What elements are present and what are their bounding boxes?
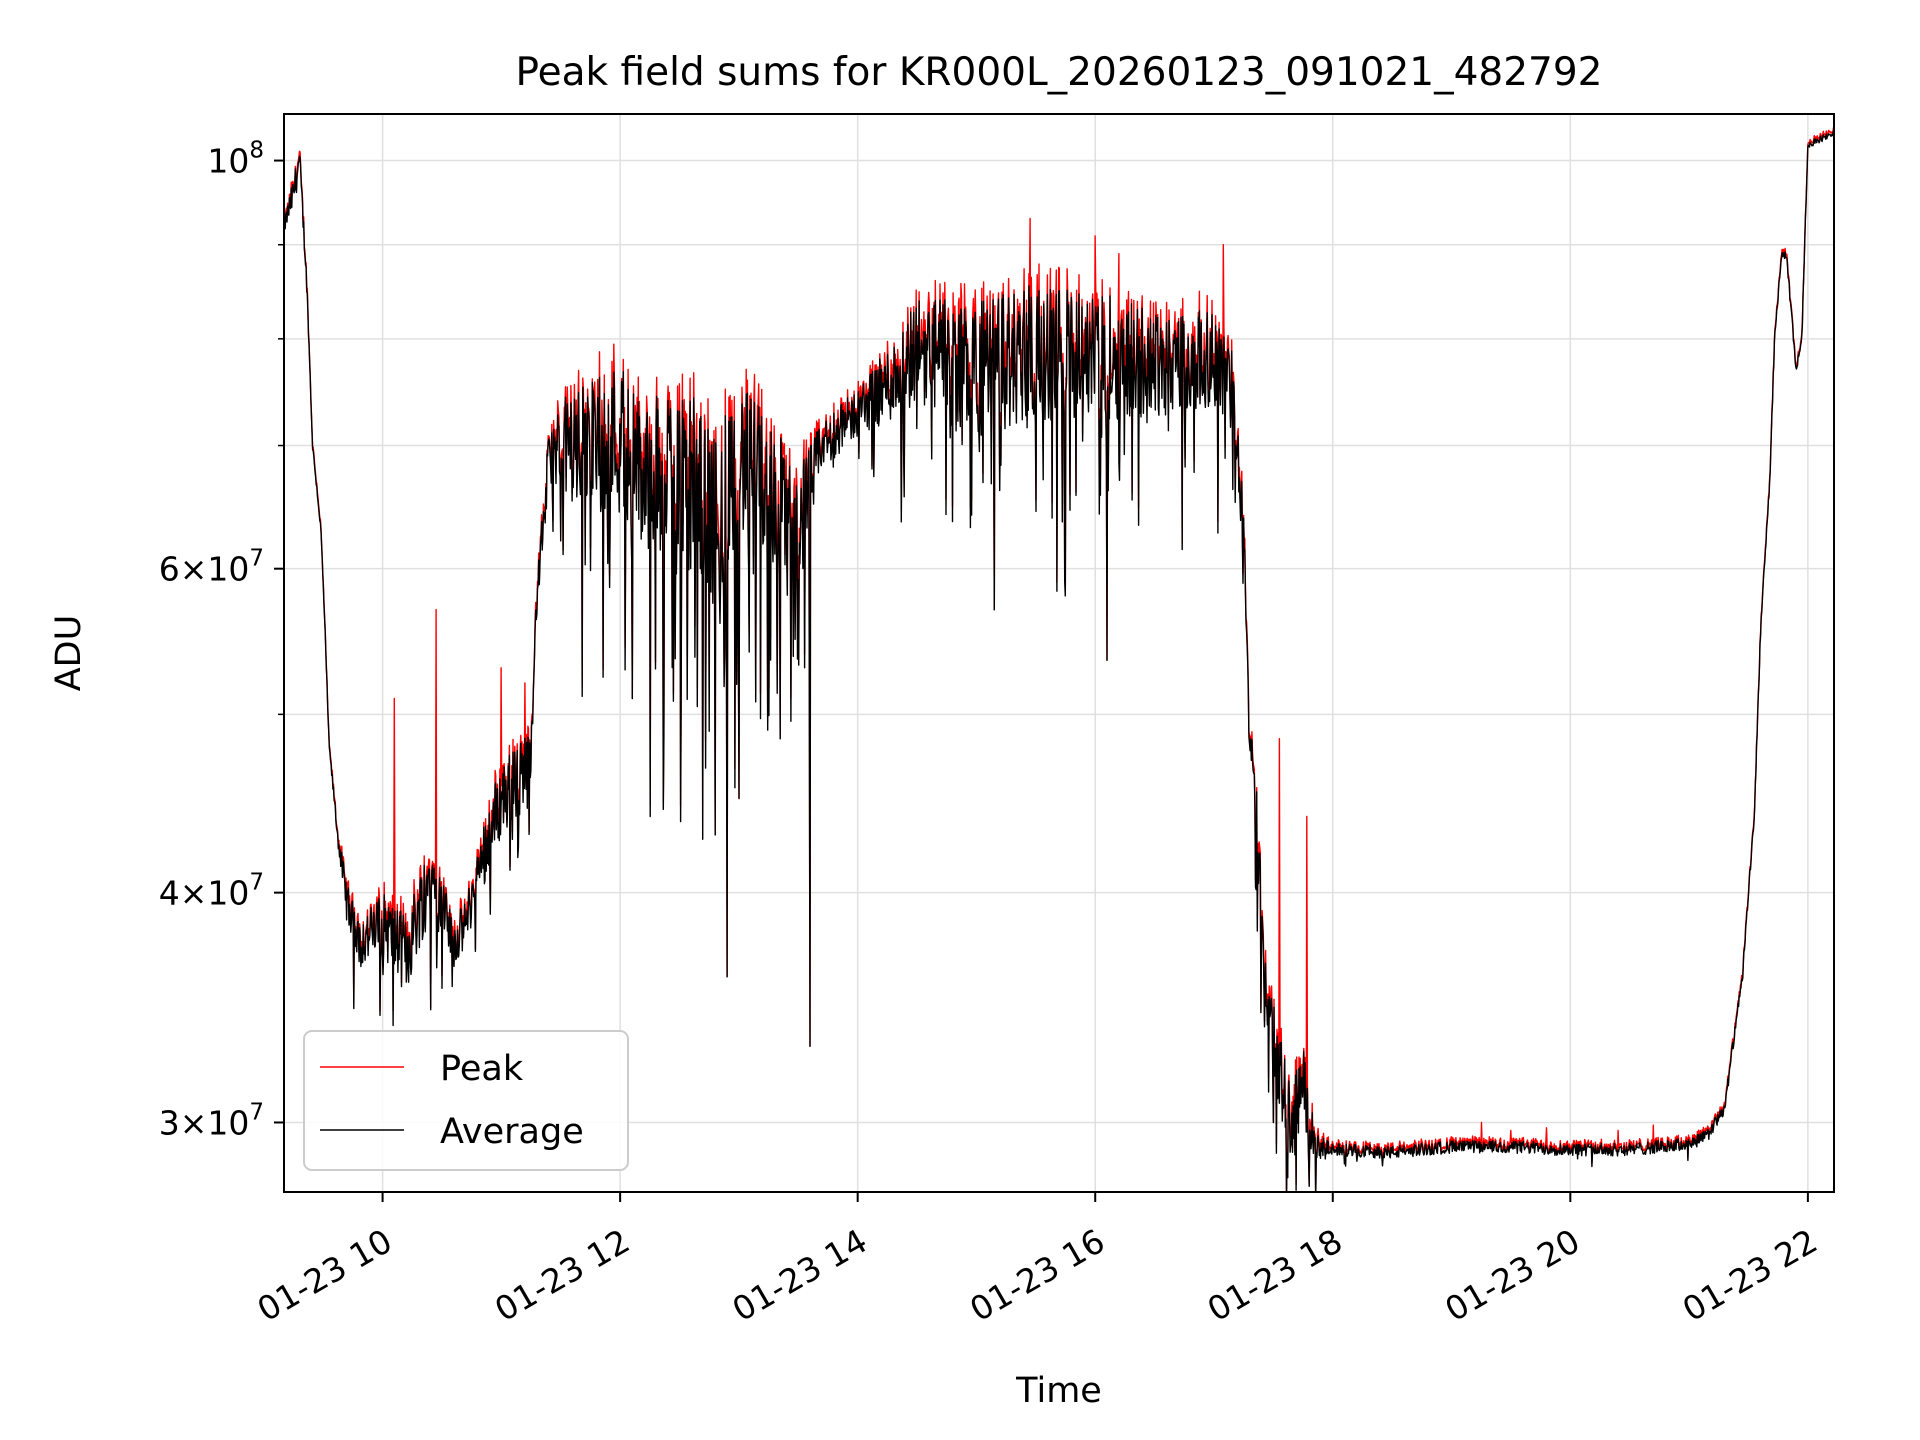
chart-title: Peak field sums for KR000L_20260123_0910…	[516, 50, 1603, 95]
legend-frame	[303, 1030, 629, 1171]
y-tick-exponent: 7	[249, 870, 264, 896]
y-tick-label: 4×107	[159, 870, 264, 913]
legend-average-label: Average	[440, 1112, 584, 1152]
y-tick-label: 3×107	[159, 1099, 264, 1142]
plot-frame	[283, 113, 1835, 1193]
y-tick-base: 4×10	[159, 874, 250, 913]
legend-peak-label: Peak	[440, 1049, 524, 1089]
y-tick-exponent: 7	[249, 546, 264, 572]
y-tick-base: 6×10	[159, 550, 250, 589]
series-line-average	[284, 130, 1834, 1192]
y-tick-label: 108	[207, 138, 264, 181]
x-axis-label: Time	[1015, 1371, 1102, 1411]
legend: Peak Average	[303, 1030, 629, 1171]
y-axis-label: ADU	[49, 615, 89, 692]
y-tick-base: 3×10	[159, 1103, 250, 1142]
y-tick-label: 6×107	[159, 546, 264, 589]
y-tick-exponent: 7	[249, 1099, 264, 1125]
series-layer	[284, 127, 1834, 1192]
y-tick-base: 10	[207, 142, 249, 181]
y-tick-exponent: 8	[249, 138, 264, 164]
